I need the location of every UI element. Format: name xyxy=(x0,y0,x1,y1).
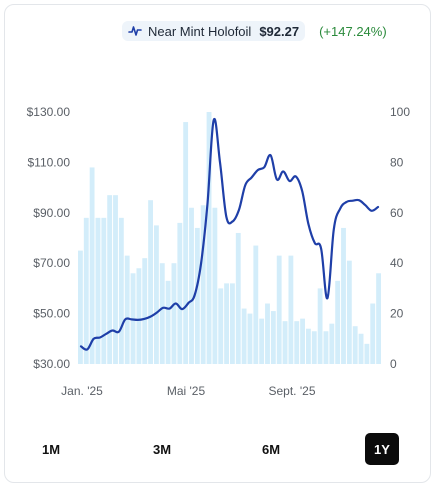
price-line xyxy=(79,117,380,351)
volume-bars xyxy=(78,112,381,364)
right-axis-ticks: 100 80 60 40 20 0 xyxy=(390,105,410,371)
volume-bar xyxy=(317,288,323,364)
left-axis-tick-label: $50.00 xyxy=(33,307,70,321)
volume-bar xyxy=(247,313,253,364)
left-axis-ticks: $130.00 $110.00 $90.00 $70.00 $50.00 $30.00 xyxy=(27,105,71,371)
volume-bar xyxy=(95,217,101,364)
volume-bar xyxy=(165,280,171,364)
volume-bar xyxy=(335,280,341,364)
legend-series-pill[interactable]: Near Mint Holofoil $92.27 xyxy=(122,21,306,41)
volume-bar xyxy=(89,167,95,364)
range-button-1y[interactable]: 1Y xyxy=(365,433,399,465)
right-axis-tick-label: 80 xyxy=(390,155,404,169)
volume-bar xyxy=(306,328,311,364)
right-axis-tick-label: 100 xyxy=(390,105,410,119)
price-chart: $130.00 $110.00 $90.00 $70.00 $50.00 $30.00 1… xyxy=(27,105,411,398)
volume-bar xyxy=(346,260,352,364)
volume-bar xyxy=(148,200,153,364)
volume-bar xyxy=(300,318,305,364)
volume-bar xyxy=(329,323,335,364)
volume-bar xyxy=(230,283,235,364)
volume-bar xyxy=(218,288,224,364)
volume-bar xyxy=(113,195,118,364)
left-axis-tick-label: $90.00 xyxy=(33,206,70,220)
volume-bar xyxy=(206,112,212,364)
left-axis-tick-label: $110.00 xyxy=(28,155,71,169)
volume-bar xyxy=(101,217,107,364)
volume-bar xyxy=(154,225,159,364)
volume-bar xyxy=(288,255,294,364)
right-axis-tick-label: 60 xyxy=(390,206,404,220)
chart-legend[interactable]: Near Mint Holofoil $92.27 (+147.24%) xyxy=(122,20,387,42)
volume-bar xyxy=(358,333,364,364)
x-axis-ticks: Jan. '25 Mai '25 Sept. '25 xyxy=(61,384,316,398)
legend-series-name: Near Mint Holofoil xyxy=(148,23,252,39)
volume-bar xyxy=(183,122,189,364)
x-axis-tick-label: Jan. '25 xyxy=(61,384,103,398)
volume-bar xyxy=(194,227,200,364)
volume-bar xyxy=(78,250,83,364)
volume-bar xyxy=(83,217,89,364)
price-history-card xyxy=(4,4,431,483)
volume-bar xyxy=(159,263,165,364)
volume-bar xyxy=(177,222,183,364)
legend-price: $92.27 xyxy=(259,23,300,39)
x-axis-tick-label: Sept. '25 xyxy=(269,384,316,398)
volume-bar xyxy=(364,343,370,364)
range-button-3m[interactable]: 3M xyxy=(152,441,172,457)
time-range-selector: 1M 3M 6M 1Y xyxy=(34,433,404,465)
volume-bar xyxy=(311,331,317,364)
volume-bar xyxy=(259,318,265,364)
volume-bar xyxy=(200,205,206,364)
volume-bar xyxy=(265,303,270,364)
volume-bar xyxy=(341,227,346,364)
volume-bar xyxy=(323,331,329,364)
volume-bar xyxy=(270,311,276,364)
left-axis-tick-label: $70.00 xyxy=(33,256,70,270)
volume-bar xyxy=(253,245,259,364)
left-axis-tick-label: $130.00 xyxy=(27,105,71,119)
volume-bar xyxy=(189,207,194,364)
volume-bar xyxy=(235,232,241,364)
x-axis-tick-label: Mai '25 xyxy=(167,384,206,398)
right-axis-tick-label: 20 xyxy=(390,307,404,321)
range-button-1m[interactable]: 1M xyxy=(41,441,61,457)
volume-bar xyxy=(276,255,282,364)
left-axis-tick-label: $30.00 xyxy=(33,357,70,371)
volume-bar xyxy=(142,258,148,364)
volume-bar xyxy=(212,207,218,364)
volume-bar xyxy=(124,255,130,364)
volume-bar xyxy=(136,268,142,364)
legend-percent-change: (+147.24%) xyxy=(319,23,387,39)
volume-bar xyxy=(282,321,288,364)
volume-bar xyxy=(171,263,177,364)
volume-bar xyxy=(241,308,247,364)
volume-bar xyxy=(224,283,229,364)
range-button-6m[interactable]: 6M xyxy=(261,441,281,457)
line-chart-icon xyxy=(128,26,142,36)
volume-bar xyxy=(376,273,381,364)
volume-bar xyxy=(370,303,376,364)
volume-bar xyxy=(352,326,358,364)
right-axis-tick-label: 40 xyxy=(390,256,404,270)
volume-bar xyxy=(294,321,300,364)
volume-bar xyxy=(107,195,113,364)
right-axis-tick-label: 0 xyxy=(390,357,397,371)
volume-bar xyxy=(118,217,124,364)
